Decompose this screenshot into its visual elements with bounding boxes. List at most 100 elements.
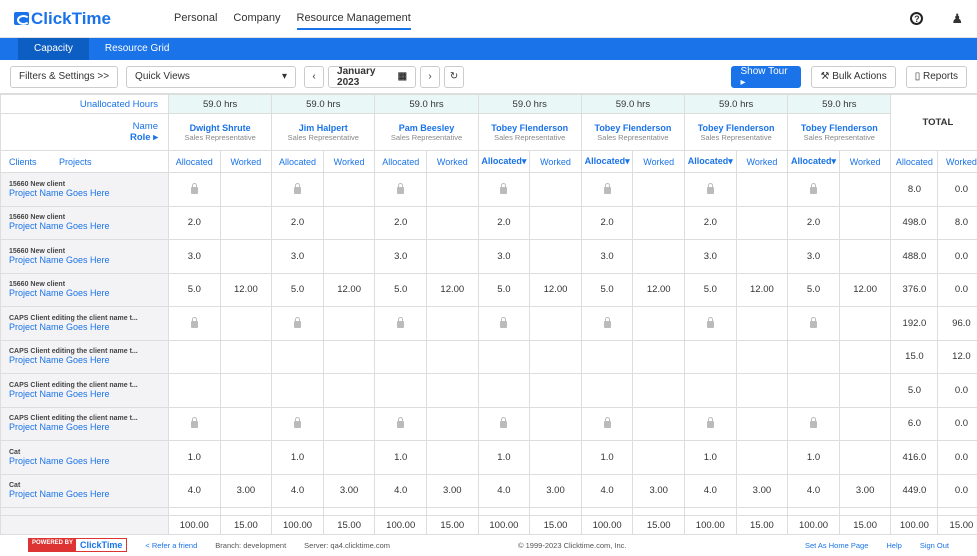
allocated-cell[interactable]: 3.0 (271, 239, 324, 274)
tab-capacity[interactable]: Capacity (18, 38, 89, 60)
project-link[interactable]: Project Name Goes Here (9, 221, 110, 232)
allocated-cell[interactable] (477, 339, 531, 374)
person-header[interactable]: Tobey Flenderson Sales Representative (787, 113, 892, 151)
refresh-button[interactable]: ↻ (444, 65, 465, 88)
show-tour-button[interactable]: Show Tour ▸ (731, 65, 802, 88)
allocated-cell[interactable] (374, 373, 427, 408)
role-toggle[interactable]: Role ▸ (130, 132, 158, 143)
project-link[interactable]: Project Name Goes Here (9, 388, 110, 399)
allocated-cell[interactable]: 1.0 (477, 440, 531, 475)
projects-label[interactable]: Projects (59, 156, 92, 167)
person-header[interactable]: Tobey Flenderson Sales Representative (580, 113, 686, 151)
person-header[interactable]: Pam Beesley Sales Representative (374, 113, 479, 151)
project-link[interactable]: Project Name Goes Here (9, 422, 110, 433)
allocated-column-header[interactable]: Allocated (374, 150, 427, 173)
allocated-column-header[interactable]: Allocated▾ (684, 150, 737, 173)
allocated-cell[interactable]: 4.0 (168, 473, 221, 508)
project-link[interactable]: Project Name Goes Here (9, 355, 110, 366)
reports-button[interactable]: ▯ Reports (905, 65, 967, 88)
allocated-cell[interactable]: 2.0 (271, 205, 324, 240)
help-link[interactable]: Help (886, 540, 902, 550)
allocated-cell[interactable] (477, 373, 531, 408)
allocated-column-header[interactable]: Allocated (271, 150, 324, 173)
person-name[interactable]: Jim Halpert (298, 122, 348, 133)
project-link[interactable]: Project Name Goes Here (9, 489, 110, 500)
allocated-cell[interactable]: 1.0 (271, 440, 324, 475)
allocated-cell[interactable]: 5.0 (374, 272, 427, 307)
person-name[interactable]: Pam Beesley (398, 122, 455, 133)
allocated-cell[interactable]: 1.0 (580, 440, 634, 475)
allocated-cell[interactable]: 5.0 (787, 272, 840, 307)
bulk-actions-button[interactable]: ⚒ Bulk Actions (811, 65, 896, 88)
person-name[interactable]: Tobey Flenderson (594, 122, 672, 133)
allocated-cell[interactable]: 1.0 (168, 440, 221, 475)
allocated-cell[interactable] (580, 373, 634, 408)
nav-resource-management[interactable]: Resource Management (296, 8, 411, 30)
help-icon[interactable]: ? (910, 12, 924, 25)
allocated-cell[interactable]: 3.0 (684, 239, 737, 274)
allocated-cell[interactable]: 4.0 (271, 473, 324, 508)
allocated-cell[interactable]: 5.0 (271, 272, 324, 307)
allocated-cell[interactable] (684, 339, 737, 374)
clients-label[interactable]: Clients (9, 156, 37, 167)
allocated-column-header[interactable]: Allocated▾ (787, 150, 840, 173)
nav-personal[interactable]: Personal (174, 11, 218, 24)
sign-out-link[interactable]: Sign Out (919, 540, 949, 550)
allocated-cell[interactable] (787, 339, 840, 374)
allocated-cell[interactable]: 4.0 (477, 473, 531, 508)
allocated-cell[interactable] (684, 373, 737, 408)
allocated-cell[interactable] (271, 373, 324, 408)
allocated-cell[interactable]: 4.0 (684, 473, 737, 508)
prev-month-button[interactable]: ‹ (304, 65, 325, 88)
nav-company[interactable]: Company (233, 11, 281, 24)
allocated-cell[interactable]: 4.0 (787, 473, 840, 508)
logo[interactable]: ClickTime (14, 9, 174, 29)
project-link[interactable]: Project Name Goes Here (9, 455, 110, 466)
allocated-cell[interactable]: 2.0 (168, 205, 221, 240)
allocated-cell[interactable]: 4.0 (374, 473, 427, 508)
allocated-cell[interactable]: 5.0 (477, 272, 531, 307)
allocated-cell[interactable]: 5.0 (168, 272, 221, 307)
powered-by-badge[interactable]: POWERED BY ClickTime (28, 538, 128, 552)
allocated-cell[interactable]: 3.0 (580, 239, 634, 274)
person-header[interactable]: Tobey Flenderson Sales Representative (684, 113, 789, 151)
allocated-column-header[interactable]: Allocated▾ (580, 150, 634, 173)
allocated-cell[interactable]: 1.0 (787, 440, 840, 475)
month-picker[interactable]: January 2023 ▦ (328, 65, 417, 88)
allocated-cell[interactable]: 3.0 (477, 239, 531, 274)
person-header[interactable]: Jim Halpert Sales Representative (271, 113, 376, 151)
allocated-cell[interactable] (168, 339, 221, 374)
allocated-cell[interactable]: 1.0 (684, 440, 737, 475)
user-icon[interactable]: ♟ (951, 10, 963, 26)
allocated-cell[interactable] (168, 373, 221, 408)
allocated-cell[interactable] (271, 339, 324, 374)
allocated-cell[interactable]: 2.0 (477, 205, 531, 240)
project-link[interactable]: Project Name Goes Here (9, 187, 110, 198)
allocated-cell[interactable] (374, 339, 427, 374)
allocated-cell[interactable]: 5.0 (684, 272, 737, 307)
person-header[interactable]: Dwight Shrute Sales Representative (167, 113, 273, 151)
allocated-cell[interactable]: 5.0 (580, 272, 634, 307)
person-name[interactable]: Tobey Flenderson (491, 122, 569, 133)
allocated-column-header[interactable]: Allocated▾ (477, 150, 531, 173)
person-name[interactable]: Tobey Flenderson (800, 122, 878, 133)
allocated-cell[interactable]: 3.0 (374, 239, 427, 274)
set-home-link[interactable]: Set As Home Page (805, 540, 869, 550)
allocated-cell[interactable]: 2.0 (787, 205, 840, 240)
person-name[interactable]: Dwight Shrute (189, 122, 251, 133)
allocated-cell[interactable]: 2.0 (580, 205, 634, 240)
allocated-column-header[interactable]: Allocated (168, 150, 221, 173)
refer-friend-link[interactable]: < Refer a friend (145, 540, 198, 550)
allocated-cell[interactable]: 3.0 (168, 239, 221, 274)
person-name[interactable]: Tobey Flenderson (697, 122, 775, 133)
project-link[interactable]: Project Name Goes Here (9, 254, 110, 265)
allocated-cell[interactable]: 1.0 (374, 440, 427, 475)
filters-settings-button[interactable]: Filters & Settings >> (10, 65, 119, 88)
allocated-cell[interactable]: 3.0 (787, 239, 840, 274)
allocated-cell[interactable]: 2.0 (374, 205, 427, 240)
allocated-cell[interactable] (787, 373, 840, 408)
project-link[interactable]: Project Name Goes Here (9, 321, 110, 332)
tab-resource-grid[interactable]: Resource Grid (104, 43, 170, 54)
allocated-cell[interactable] (580, 339, 634, 374)
allocated-cell[interactable]: 4.0 (580, 473, 634, 508)
